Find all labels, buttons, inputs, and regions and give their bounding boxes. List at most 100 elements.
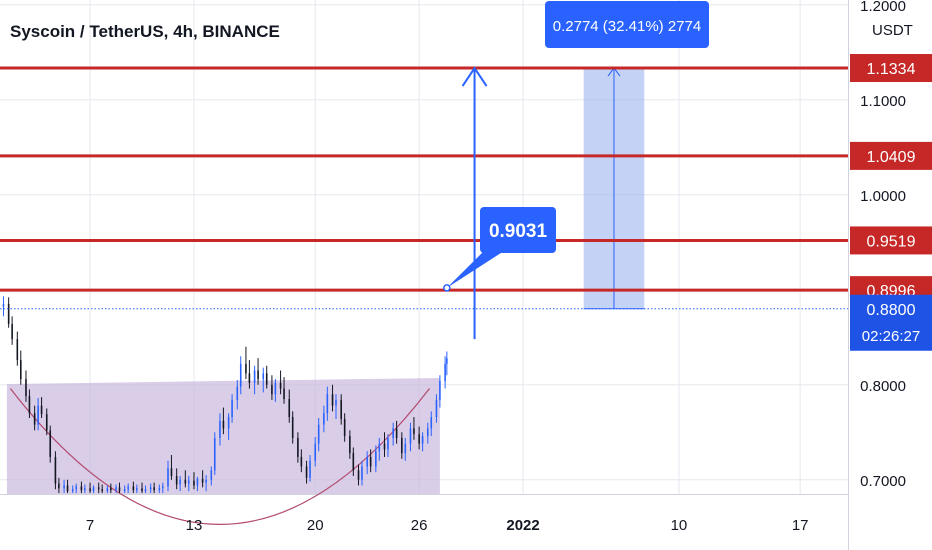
- candle-body: [439, 380, 441, 400]
- candle-body: [248, 373, 251, 383]
- candle-body: [392, 428, 394, 438]
- measure-label: 0.2774 (32.41%) 2774: [553, 18, 701, 35]
- x-tick-label: 20: [307, 517, 324, 534]
- candle-body: [323, 413, 325, 425]
- candle-body: [401, 437, 403, 454]
- candle-body: [274, 382, 277, 395]
- y-tick-label: 1.2000: [860, 0, 906, 15]
- candle-body: [16, 339, 19, 361]
- candle-body: [167, 468, 169, 487]
- candle-body: [227, 417, 230, 429]
- candle-body: [132, 486, 135, 491]
- resistance-price-label: 0.9519: [867, 233, 916, 250]
- candle-body: [409, 428, 412, 444]
- candle-body: [84, 488, 86, 491]
- candle-body: [28, 396, 31, 414]
- overlays: 0.9031 0.2774 (32.41%) 2774: [0, 1, 848, 340]
- candle-body: [395, 428, 398, 438]
- candle-body: [430, 417, 433, 429]
- candle-body: [205, 479, 207, 483]
- candle-body: [340, 399, 342, 419]
- candle-body: [257, 370, 259, 380]
- candle-body: [239, 363, 242, 387]
- candle-body: [279, 382, 282, 389]
- candle-body: [40, 405, 43, 415]
- last-price-label: 0.8800: [867, 302, 916, 319]
- time-axis: 7 13 20 26 2022 10 17: [86, 517, 809, 534]
- candle-body: [101, 489, 103, 492]
- candle-body: [71, 489, 74, 492]
- candle-body: [193, 480, 195, 486]
- candle-body: [245, 363, 247, 374]
- candle-body: [446, 358, 448, 364]
- candle-body: [158, 488, 161, 491]
- candle-body: [97, 487, 100, 490]
- candle-body: [331, 394, 334, 406]
- candle-body: [349, 436, 351, 454]
- y-tick-label: 1.1000: [860, 93, 906, 110]
- y-tick-label: 0.8000: [860, 378, 906, 395]
- candle-body: [118, 487, 121, 492]
- candle-body: [63, 485, 65, 489]
- candle-body: [33, 413, 36, 425]
- candle-body: [179, 479, 181, 485]
- callout-price: 0.9031: [489, 221, 548, 242]
- candle-body: [170, 468, 173, 476]
- candle-body: [196, 478, 199, 486]
- candle-body: [45, 414, 48, 431]
- candle-body: [375, 451, 377, 467]
- y-tick-label: 0.7000: [860, 473, 906, 490]
- candle-body: [7, 304, 10, 324]
- last-price-tag: [850, 294, 932, 351]
- candle-body: [317, 424, 320, 444]
- chart-title: Syscoin / TetherUS, 4h, BINANCE: [10, 22, 280, 41]
- candle-body: [37, 405, 39, 425]
- candle-body: [366, 456, 368, 467]
- candle-body: [314, 443, 317, 461]
- candle-body: [123, 489, 126, 492]
- candle-body: [19, 360, 22, 380]
- candle-body: [352, 453, 355, 471]
- candle-body: [222, 420, 225, 429]
- candle-body: [219, 420, 221, 438]
- x-tick-label: 2022: [506, 517, 539, 534]
- measure-label-box: [545, 1, 709, 48]
- candle-body: [335, 399, 337, 406]
- resistance-price-label: 1.0409: [867, 149, 916, 166]
- candle-body: [58, 483, 60, 489]
- target-arrowhead: [461, 66, 488, 87]
- candle-body: [369, 456, 372, 467]
- candle-body: [253, 370, 256, 383]
- candle-body: [162, 486, 164, 489]
- candle-body: [89, 488, 91, 492]
- candle-body: [141, 488, 143, 492]
- candle-body: [153, 487, 155, 491]
- candle-body: [426, 428, 429, 437]
- candle-body: [149, 487, 152, 490]
- candle-body: [49, 430, 52, 457]
- candle-body: [291, 417, 294, 438]
- candle-body: [265, 373, 268, 385]
- candle-body: [271, 384, 273, 395]
- candle-body: [80, 486, 83, 491]
- currency-label: USDT: [872, 22, 913, 39]
- candle-body: [435, 399, 438, 418]
- candle-body: [413, 428, 415, 435]
- x-tick-label: 10: [671, 517, 688, 534]
- candle-body: [110, 488, 112, 491]
- countdown-label: 02:26:27: [862, 328, 920, 345]
- candle-body: [326, 394, 329, 414]
- x-tick-label: 17: [792, 517, 809, 534]
- candle-body: [54, 456, 57, 484]
- candle-body: [421, 436, 424, 444]
- candle-body: [25, 379, 27, 397]
- pattern-layer: [6, 67, 645, 525]
- candle-body: [175, 475, 178, 485]
- resistance-price-tag: [850, 226, 932, 255]
- resistance-price-tag: [850, 54, 932, 83]
- candle-body: [378, 443, 381, 452]
- candle-body: [66, 485, 69, 492]
- candle-body: [418, 434, 420, 444]
- candle-body: [262, 373, 265, 380]
